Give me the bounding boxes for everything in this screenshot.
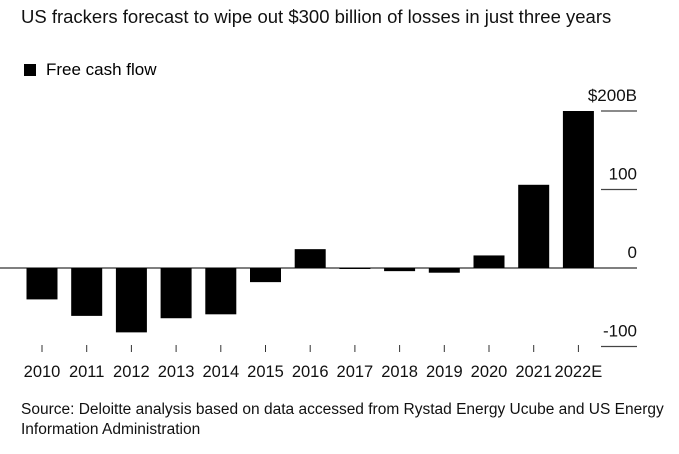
bar-2012 [115,268,147,333]
bar-2019 [428,268,460,273]
bars [26,111,594,333]
bar-2022E [562,111,594,268]
x-tick-label: 2013 [158,363,195,381]
x-axis-labels: 2010 2011 2012 2013 2014 2015 2016 2017 2018 2019… [24,363,603,381]
x-tick-label: 2012 [113,363,150,381]
legend-label: Free cash flow [46,60,157,79]
chart-title: US frackers forecast to wipe out $300 bi… [21,6,612,27]
bar-2014 [205,268,237,315]
x-tick-label: 2020 [471,363,508,381]
legend: Free cash flow [24,60,157,80]
source-note: Source: Deloitte analysis based on data … [21,401,664,438]
x-tick-label: 2018 [381,363,418,381]
bar-2013 [160,268,192,319]
y-tick-label: 0 [628,243,637,262]
x-tick-label: 2019 [426,363,463,381]
x-tick-label: 2016 [292,363,329,381]
y-tick-label: 100 [609,165,637,184]
y-tick-label: -100 [603,322,637,341]
x-tick-label: 2010 [24,363,61,381]
legend-swatch [24,64,36,76]
x-tick-label: 2017 [337,363,374,381]
x-tick-label: 2021 [515,363,552,381]
x-axis-ticks [41,345,579,352]
bar-2010 [26,268,58,300]
bar-2015 [250,268,281,283]
y-axis-labels: -100 0 100 $200B [588,86,637,341]
bar-2016 [294,249,326,268]
x-tick-label: 2014 [202,363,239,381]
x-tick-label: 2015 [247,363,284,381]
x-tick-label: 2022E [555,363,603,381]
bar-2011 [71,268,103,316]
bar-2021 [518,184,550,268]
bar-2017 [339,268,371,269]
bar-2020 [473,255,505,268]
x-tick-label: 2011 [69,363,104,381]
bar-2018 [384,268,416,272]
y-tick-label: $200B [588,86,637,105]
